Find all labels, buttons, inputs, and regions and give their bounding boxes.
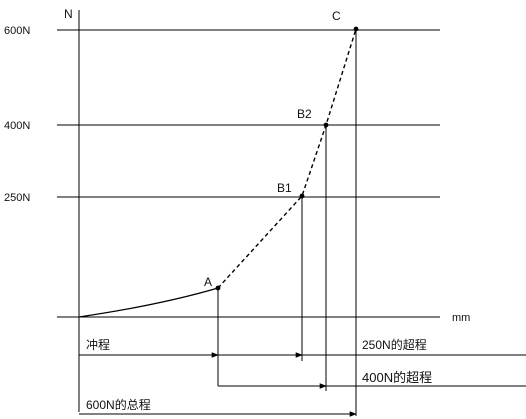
y-axis-unit: N	[64, 7, 73, 21]
stroke-label: 冲程	[86, 337, 110, 352]
level-label-600: 600N	[4, 25, 30, 37]
force-curve-solid	[78, 287, 219, 318]
over-250-label: 250N的超程	[362, 337, 427, 352]
over-400-label: 400N的超程	[362, 370, 432, 385]
level-label-400: 400N	[4, 120, 30, 132]
x-axis-unit: mm	[452, 312, 470, 324]
level-label-250: 250N	[4, 192, 30, 204]
point-label-b1: B1	[277, 181, 292, 195]
total-600-label: 600N的总程	[86, 397, 151, 412]
point-label-c: C	[332, 9, 341, 23]
force-curve-dashed	[217, 28, 357, 289]
point-label-b2: B2	[297, 107, 312, 121]
point-label-a: A	[204, 275, 212, 289]
